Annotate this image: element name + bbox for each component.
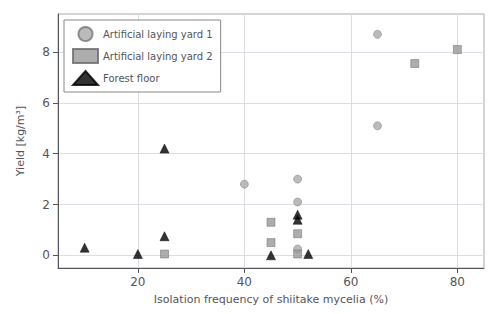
svg-text:2: 2: [42, 198, 50, 212]
svg-text:40: 40: [237, 275, 252, 289]
svg-text:Isolation frequency of shiitak: Isolation frequency of shiitake mycelia …: [154, 293, 388, 306]
svg-text:60: 60: [343, 275, 358, 289]
svg-text:20: 20: [130, 275, 145, 289]
svg-text:Forest floor: Forest floor: [103, 73, 160, 84]
svg-text:80: 80: [450, 275, 465, 289]
svg-text:8: 8: [42, 45, 50, 59]
svg-text:Yield [kg/m³]: Yield [kg/m³]: [14, 106, 27, 177]
svg-text:Artificial laying yard 1: Artificial laying yard 1: [103, 29, 213, 40]
svg-text:4: 4: [42, 147, 50, 161]
svg-text:0: 0: [42, 248, 50, 262]
svg-text:Artificial laying yard 2: Artificial laying yard 2: [103, 51, 213, 62]
svg-text:6: 6: [42, 96, 50, 110]
